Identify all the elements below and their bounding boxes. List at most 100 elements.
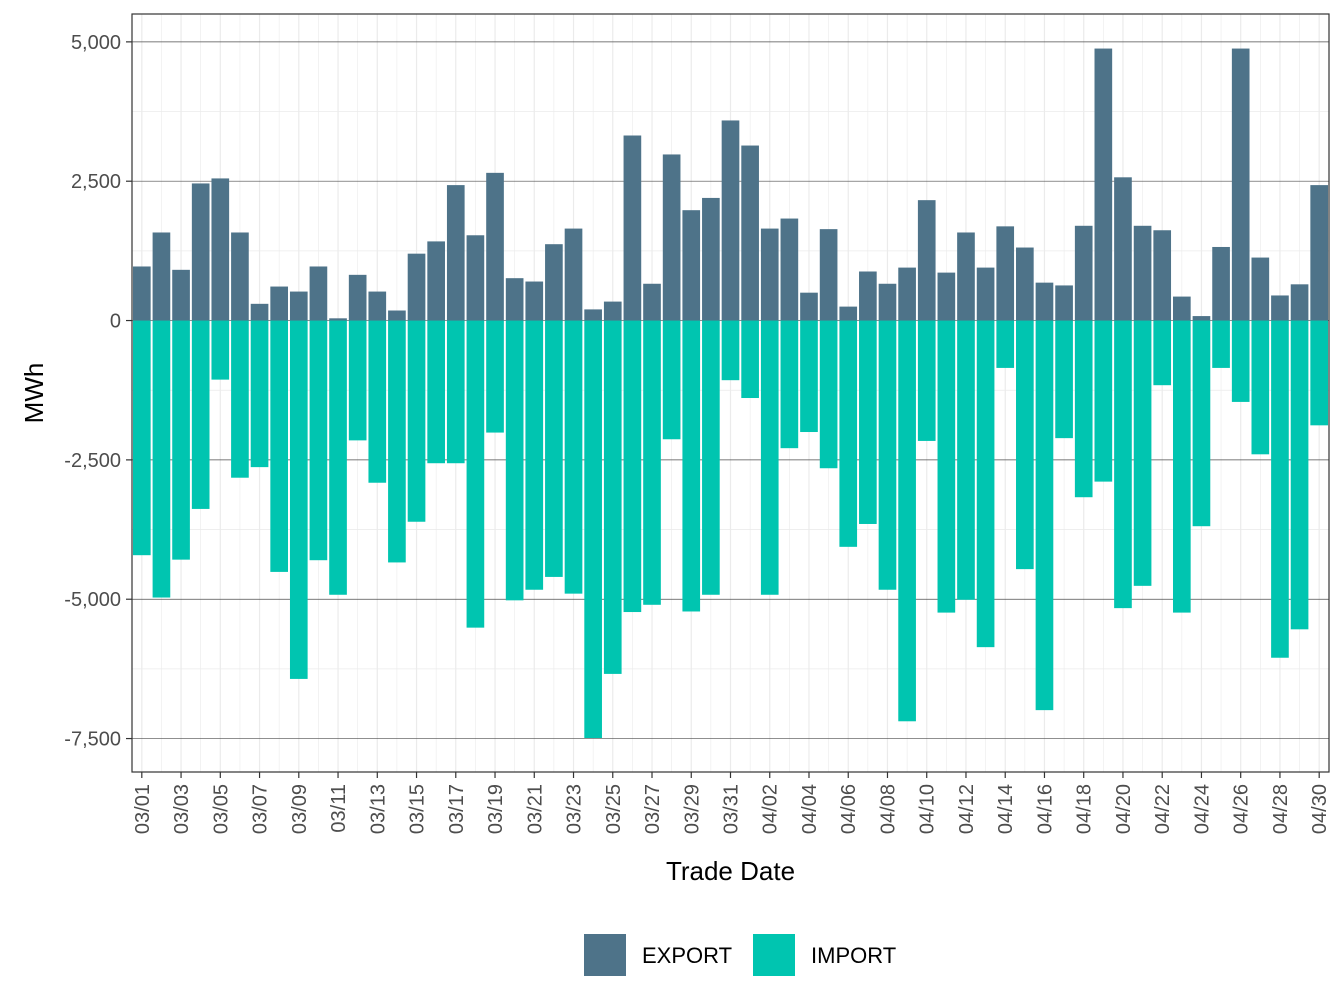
bar-export-04-16	[1035, 282, 1054, 321]
y-tick-label: 2,500	[71, 171, 121, 193]
bar-export-03-23	[564, 228, 583, 321]
bar-export-03-02	[152, 232, 171, 321]
y-tick-label: 0	[110, 311, 121, 333]
bar-import-03-26	[623, 320, 642, 613]
x-tick-label: 03/11	[328, 784, 350, 833]
x-tick-label: 03/15	[407, 784, 429, 834]
bar-import-03-23	[564, 320, 583, 594]
bar-export-03-17	[446, 185, 465, 321]
bar-import-04-28	[1271, 320, 1289, 658]
bar-import-04-19	[1094, 320, 1113, 482]
x-tick-label: 03/01	[132, 784, 154, 834]
bar-export-04-05	[819, 229, 838, 321]
bar-import-04-25	[1212, 320, 1230, 368]
bar-import-04-29	[1290, 320, 1309, 630]
bar-import-03-02	[152, 320, 171, 598]
bar-export-03-07	[250, 303, 269, 321]
bar-import-03-14	[388, 320, 406, 563]
bar-import-04-14	[996, 320, 1015, 368]
bar-export-04-02	[760, 228, 779, 321]
bar-import-03-01	[132, 320, 151, 556]
x-tick-label: 04/08	[877, 784, 899, 834]
bar-export-03-16	[427, 241, 445, 321]
legend-key-import	[753, 934, 795, 976]
bar-import-03-16	[427, 320, 445, 464]
x-tick-label: 04/30	[1309, 784, 1331, 834]
legend-label-export: EXPORT	[642, 943, 732, 968]
bar-export-03-08	[270, 286, 289, 321]
x-tick-label: 04/22	[1152, 784, 1174, 834]
bar-export-04-10	[917, 200, 936, 321]
bar-import-04-06	[839, 320, 858, 547]
x-tick-label: 03/09	[289, 784, 311, 834]
bar-export-03-24	[584, 309, 602, 321]
bar-import-03-21	[525, 320, 544, 590]
bar-export-04-26	[1231, 48, 1250, 321]
bar-export-03-10	[309, 266, 328, 321]
x-tick-label: 03/21	[524, 784, 546, 834]
bar-export-03-21	[525, 281, 544, 321]
bar-export-04-27	[1251, 257, 1270, 321]
bar-import-04-26	[1231, 320, 1250, 402]
bar-import-04-23	[1172, 320, 1191, 613]
bar-export-03-20	[505, 278, 524, 321]
x-tick-label: 03/07	[250, 784, 272, 834]
bar-export-03-25	[603, 301, 622, 321]
x-axis: 03/01 03/03 03/05 03/07 03/09 03/11 03/13 03/15…	[132, 772, 1331, 834]
y-tick-label: -5,000	[64, 589, 121, 611]
bar-import-04-10	[917, 320, 936, 441]
bar-export-03-12	[348, 274, 367, 321]
x-tick-label: 04/10	[917, 784, 939, 834]
bar-import-04-02	[760, 320, 779, 595]
bar-import-04-21	[1133, 320, 1152, 586]
bar-import-04-15	[1016, 320, 1034, 570]
bar-import-03-28	[662, 320, 681, 440]
x-tick-label: 03/29	[681, 784, 703, 834]
bar-import-04-12	[957, 320, 975, 600]
bar-export-04-09	[898, 267, 916, 321]
bar-export-04-20	[1114, 177, 1132, 321]
bar-import-03-31	[721, 320, 740, 381]
x-tick-label: 04/26	[1231, 784, 1253, 834]
bar-import-04-05	[819, 320, 838, 469]
x-tick-label: 04/14	[995, 784, 1017, 834]
bar-import-03-18	[466, 320, 485, 628]
bar-export-04-21	[1133, 225, 1152, 321]
bar-export-03-14	[388, 310, 406, 321]
bar-export-04-28	[1271, 295, 1289, 321]
bar-export-04-14	[996, 226, 1015, 321]
bar-import-04-01	[741, 320, 759, 399]
x-tick-label: 04/12	[956, 784, 978, 834]
bar-import-03-13	[368, 320, 387, 483]
bars	[132, 48, 1329, 739]
x-tick-label: 03/25	[603, 784, 625, 834]
y-axis: 5,000 2,500 0 -2,500 -5,000 -7,500	[64, 32, 132, 751]
x-axis-title: Trade Date	[666, 856, 795, 886]
bar-export-04-03	[780, 218, 799, 321]
bar-export-03-19	[486, 172, 504, 321]
x-tick-label: 03/19	[485, 784, 507, 834]
bar-export-04-04	[800, 292, 818, 321]
bar-import-03-12	[348, 320, 367, 441]
y-tick-label: -2,500	[64, 450, 121, 472]
bar-import-03-10	[309, 320, 328, 561]
bar-export-04-12	[957, 232, 975, 321]
bar-export-04-23	[1172, 296, 1191, 321]
bar-import-03-17	[446, 320, 465, 464]
bar-import-03-04	[191, 320, 210, 509]
bar-import-04-07	[859, 320, 877, 524]
x-tick-label: 03/17	[446, 784, 468, 834]
bar-export-03-22	[545, 244, 563, 321]
bar-import-04-03	[780, 320, 799, 449]
bar-import-03-03	[172, 320, 190, 560]
bar-import-04-17	[1055, 320, 1073, 439]
x-tick-label: 04/02	[760, 784, 782, 834]
bar-import-03-08	[270, 320, 289, 572]
bar-import-04-20	[1114, 320, 1132, 609]
bar-import-04-27	[1251, 320, 1270, 455]
bar-export-03-31	[721, 120, 740, 321]
bar-import-04-22	[1153, 320, 1172, 386]
bar-export-04-07	[859, 271, 877, 321]
bar-import-03-09	[289, 320, 308, 679]
